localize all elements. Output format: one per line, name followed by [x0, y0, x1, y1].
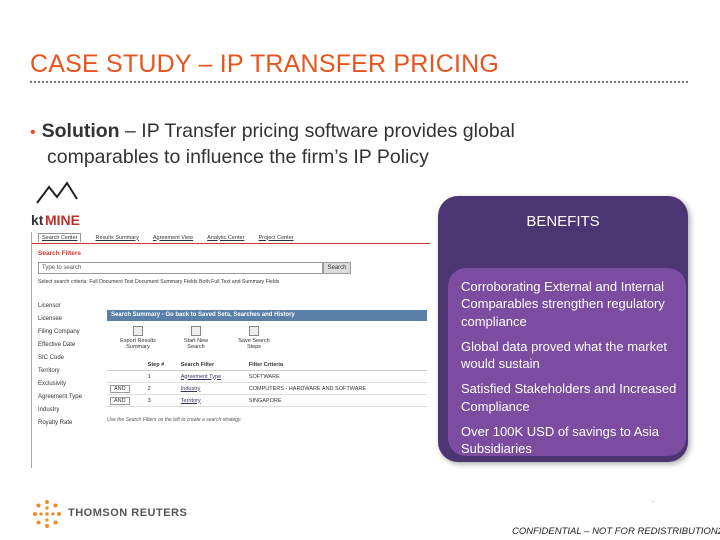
ktmine-logo-kt: kt — [31, 212, 44, 228]
benefits-list: Corroborating External and Internal Comp… — [461, 278, 683, 466]
tab-agreement-view[interactable]: Agreement View — [152, 234, 194, 241]
filter-filing-company[interactable]: Filing Company — [38, 329, 80, 335]
column-header: Search Filter — [177, 360, 246, 371]
ktmine-logo-mine: MINE — [45, 212, 80, 228]
thomson-reuters-logo-icon — [31, 498, 63, 530]
benefit-item: Satisfied Stakeholders and Increased Com… — [461, 381, 677, 414]
step-cell: 2 — [144, 382, 178, 395]
operator-cell[interactable]: AND — [107, 394, 145, 407]
criteria-cell: SOFTWARE — [245, 370, 427, 383]
search-summary-header: Search Summary - Go back to Saved Sets, … — [107, 310, 427, 321]
footer-dot: . — [652, 494, 655, 504]
new-search-button[interactable]: Start New Search — [175, 326, 217, 350]
bullet-text: – IP Transfer pricing software provides … — [119, 120, 515, 142]
column-header: Step # — [144, 360, 178, 371]
search-hint: Use the Search Filters on the left to cr… — [107, 417, 242, 423]
slide-title: CASE STUDY – IP TRANSFER PRICING — [30, 50, 500, 78]
filter-territory[interactable]: Territory — [38, 368, 60, 374]
step-cell: 1 — [144, 370, 178, 383]
search-steps-table: Step # Search Filter Filter Criteria 1 A… — [107, 360, 427, 407]
save-steps-button[interactable]: Save Search Steps — [233, 326, 275, 350]
export-results-label: Export Results Summary — [120, 338, 156, 350]
criteria-cell: SINGAPORE — [245, 394, 427, 407]
filter-exclusivity[interactable]: Exclusivity — [38, 381, 67, 387]
table-row: AND 3 Territory SINGAPORE — [107, 394, 427, 407]
title-divider — [30, 81, 688, 83]
tab-results-summary[interactable]: Results Summary — [95, 234, 139, 241]
filter-industry[interactable]: Industry — [38, 407, 60, 413]
confidential-text: CONFIDENTIAL – NOT FOR REDISTRIBUTION — [512, 526, 718, 537]
step-cell: 3 — [144, 394, 178, 407]
filter-effective-date[interactable]: Effective Date — [38, 342, 76, 348]
table-row: AND 2 Industry COMPUTERS - HARDWARE AND … — [107, 382, 427, 395]
confidential-notice: CONFIDENTIAL – NOT FOR REDISTRIBUTION22 — [512, 526, 720, 537]
filter-licensee[interactable]: Licensee — [38, 316, 63, 322]
operator-select[interactable]: AND — [110, 384, 130, 393]
tab-project-center[interactable]: Project Center — [258, 234, 294, 241]
filter-royalty-rate[interactable]: Royalty Rate — [38, 420, 73, 426]
filter-agreement-type[interactable]: Agreement Type — [38, 394, 82, 400]
save-icon — [249, 326, 259, 336]
benefits-inner-panel — [448, 268, 686, 456]
filter-licensor[interactable]: Licensor — [38, 303, 61, 309]
search-criteria-radios[interactable]: Select search criteria: Full Document Te… — [38, 279, 280, 285]
filter-list: Licensor Licensee Filing Company Effecti… — [38, 300, 82, 430]
export-icon — [133, 326, 143, 336]
operator-cell[interactable]: AND — [107, 382, 145, 395]
thomson-reuters-wordmark: THOMSON REUTERS — [68, 507, 188, 519]
page-number: 22 — [718, 526, 720, 537]
operator-select[interactable]: AND — [110, 396, 130, 405]
new-search-label: Start New Search — [183, 338, 209, 350]
benefit-item: Global data proved what the market would… — [461, 338, 667, 372]
filter-sic-code[interactable]: SIC Code — [38, 355, 65, 361]
tab-search-center[interactable]: Search Center — [38, 233, 82, 242]
ktmine-app-screenshot: Search Center Results Summary Agreement … — [31, 232, 430, 468]
column-header: Filter Criteria — [245, 360, 427, 371]
bullet-bold-label: Solution — [41, 120, 120, 142]
export-results-button[interactable]: Export Results Summary — [117, 326, 159, 350]
benefit-item: Over 100K USD of savings to Asia Subsidi… — [461, 423, 659, 457]
tab-analytic-center[interactable]: Analytic Center — [207, 234, 245, 241]
table-row: 1 Agreement Type SOFTWARE — [107, 370, 427, 383]
search-button[interactable]: Search — [323, 262, 351, 274]
criteria-cell: COMPUTERS - HARDWARE AND SOFTWARE — [245, 382, 427, 395]
bullet-icon: • — [30, 124, 36, 141]
filter-link[interactable]: Territory — [177, 394, 246, 407]
search-input[interactable]: Type to search — [38, 262, 323, 274]
summary-buttons: Export Results Summary Start New Search … — [117, 326, 275, 350]
app-tabs: Search Center Results Summary Agreement … — [32, 232, 430, 244]
document-icon — [191, 326, 201, 336]
ktmine-logo: kt MINE — [31, 181, 91, 229]
bullet-text-line2: comparables to influence the firm’s IP P… — [47, 146, 429, 169]
filter-link[interactable]: Industry — [177, 382, 246, 395]
benefit-item: Corroborating External and Internal Comp… — [461, 279, 665, 329]
search-filters-title: Search Filters — [38, 250, 81, 257]
operator-cell — [107, 370, 145, 383]
benefits-heading: BENEFITS — [526, 213, 600, 230]
save-steps-label: Save Search Steps — [238, 338, 270, 350]
filter-link[interactable]: Agreement Type — [177, 370, 246, 383]
table-header-row: Step # Search Filter Filter Criteria — [107, 360, 427, 371]
column-header — [107, 360, 145, 371]
solution-bullet: • Solution – IP Transfer pricing software… — [30, 118, 670, 171]
